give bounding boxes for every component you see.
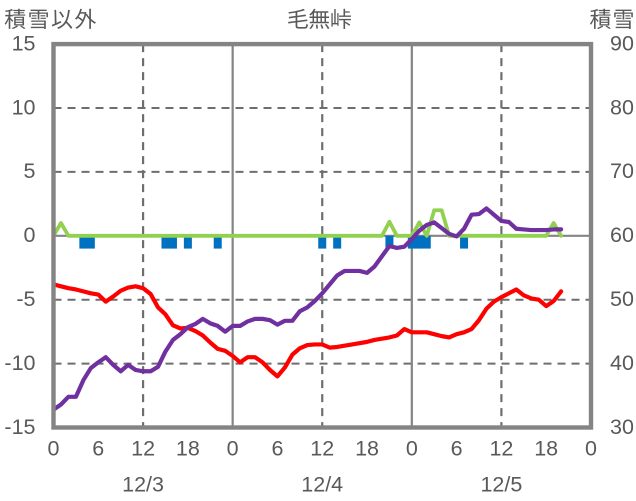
svg-text:90: 90	[610, 31, 634, 55]
svg-text:60: 60	[610, 223, 634, 247]
svg-text:18: 18	[176, 437, 200, 461]
svg-text:12: 12	[131, 437, 155, 461]
svg-text:0: 0	[48, 437, 60, 461]
svg-text:-5: -5	[16, 287, 35, 311]
svg-text:12/4: 12/4	[301, 473, 343, 497]
svg-text:12/3: 12/3	[122, 473, 164, 497]
svg-text:5: 5	[24, 159, 36, 183]
svg-text:80: 80	[610, 95, 634, 119]
svg-text:40: 40	[610, 351, 634, 375]
svg-text:6: 6	[271, 437, 283, 461]
svg-text:-10: -10	[4, 351, 35, 375]
svg-text:18: 18	[534, 437, 558, 461]
svg-text:12/5: 12/5	[480, 473, 522, 497]
svg-text:12: 12	[489, 437, 513, 461]
svg-text:70: 70	[610, 159, 634, 183]
svg-text:30: 30	[610, 415, 634, 439]
svg-text:-15: -15	[4, 415, 35, 439]
svg-text:18: 18	[355, 437, 379, 461]
svg-text:0: 0	[24, 223, 36, 247]
svg-text:10: 10	[12, 95, 36, 119]
svg-text:0: 0	[585, 437, 597, 461]
svg-text:6: 6	[92, 437, 104, 461]
svg-text:0: 0	[227, 437, 239, 461]
svg-text:0: 0	[406, 437, 418, 461]
svg-text:50: 50	[610, 287, 634, 311]
svg-text:15: 15	[12, 31, 36, 55]
svg-text:12: 12	[310, 437, 334, 461]
svg-text:6: 6	[451, 437, 463, 461]
